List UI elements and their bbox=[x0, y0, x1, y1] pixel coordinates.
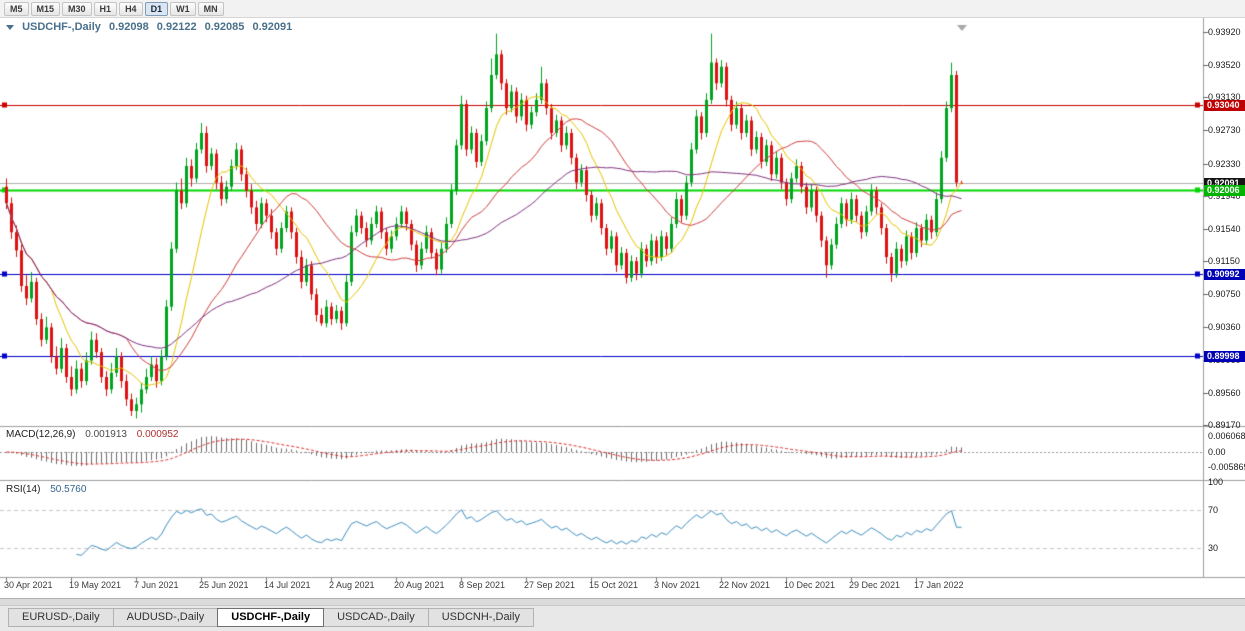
time-axis-label: 2 Aug 2021 bbox=[329, 580, 375, 590]
time-axis-label: 29 Dec 2021 bbox=[849, 580, 901, 590]
timeframe-button-m15[interactable]: M15 bbox=[30, 1, 61, 16]
time-axis-label: 19 May 2021 bbox=[69, 580, 122, 590]
time-axis-label: 30 Apr 2021 bbox=[4, 580, 53, 590]
symbol-dropdown-icon[interactable] bbox=[6, 25, 14, 30]
rsi-scale-label: 70 bbox=[1208, 505, 1219, 516]
price-scale-label: 0.91540 bbox=[1208, 223, 1241, 234]
rsi-label: RSI(14) bbox=[6, 484, 41, 495]
support-green-price-label: 0.92006 bbox=[1204, 185, 1245, 197]
time-axis-label: 22 Nov 2021 bbox=[719, 580, 771, 590]
symbol-timeframe-label: USDCHF-,Daily bbox=[22, 21, 101, 33]
timeframe-button-mn[interactable]: MN bbox=[197, 1, 224, 16]
candlestick-chart-canvas[interactable] bbox=[0, 18, 1245, 598]
chart-tab-usdcad-daily[interactable]: USDCAD-,Daily bbox=[323, 608, 429, 627]
rsi-scale-label: 30 bbox=[1208, 542, 1219, 553]
time-axis-label: 17 Jan 2022 bbox=[914, 580, 964, 590]
price-scale-label: 0.90750 bbox=[1208, 289, 1241, 300]
time-axis-label: 7 Jun 2021 bbox=[134, 580, 179, 590]
timeframe-button-m5[interactable]: M5 bbox=[4, 1, 29, 16]
macd-main-value: 0.001913 bbox=[85, 429, 127, 440]
ohlc-open-value: 0.92098 bbox=[108, 21, 149, 33]
time-axis-label: 3 Nov 2021 bbox=[654, 580, 701, 590]
timeframe-button-h4[interactable]: H4 bbox=[119, 1, 143, 16]
ohlc-low-value: 0.92085 bbox=[204, 21, 245, 33]
timeframe-toolbar: M5 M15 M30 H1 H4 D1 W1 MN bbox=[0, 0, 1245, 18]
macd-label: MACD(12,26,9) bbox=[6, 429, 76, 440]
rsi-value: 50.5760 bbox=[50, 484, 87, 495]
macd-scale-label: 0.00 bbox=[1208, 447, 1226, 457]
timeframe-button-m30[interactable]: M30 bbox=[62, 1, 92, 16]
price-scale-label: 0.89170 bbox=[1208, 420, 1241, 430]
price-scale-label: 0.89560 bbox=[1208, 387, 1241, 398]
chart-tab-bar: EURUSD-,Daily AUDUSD-,Daily USDCHF-,Daily U… bbox=[0, 598, 1245, 631]
macd-scale-label: 0.006068 bbox=[1208, 431, 1245, 442]
time-axis-label: 8 Sep 2021 bbox=[459, 580, 506, 590]
chart-tabs: EURUSD-,Daily AUDUSD-,Daily USDCHF-,Daily U… bbox=[8, 608, 534, 627]
resistance-line-price-label: 0.93040 bbox=[1204, 99, 1245, 111]
support-blue-upper-price-label: 0.90992 bbox=[1204, 269, 1245, 281]
time-axis-label: 14 Jul 2021 bbox=[264, 580, 311, 590]
timeframe-button-w1[interactable]: W1 bbox=[170, 1, 196, 16]
macd-signal-value: 0.000952 bbox=[136, 429, 179, 440]
time-axis-label: 25 Jun 2021 bbox=[199, 580, 249, 590]
current-price-price-label: 0.92091 bbox=[1204, 178, 1245, 190]
ohlc-close-value: 0.92091 bbox=[252, 21, 293, 33]
chart-window: USDCHF-,Daily 0.92098 0.92122 0.92085 0.… bbox=[0, 18, 1245, 598]
chart-tab-usdchf-daily[interactable]: USDCHF-,Daily bbox=[217, 608, 325, 627]
price-scale-label: 0.93920 bbox=[1208, 27, 1241, 37]
time-axis-label: 15 Oct 2021 bbox=[589, 580, 639, 590]
macd-scale-label: -0.005869 bbox=[1208, 462, 1245, 473]
time-axis-label: 27 Sep 2021 bbox=[524, 580, 576, 590]
rsi-scale-label: 100 bbox=[1208, 477, 1224, 487]
support-blue-lower-price-label: 0.89998 bbox=[1204, 351, 1245, 363]
ohlc-high-value: 0.92122 bbox=[156, 21, 197, 33]
chart-tab-eurusd-daily[interactable]: EURUSD-,Daily bbox=[8, 608, 114, 627]
price-scale-label: 0.92330 bbox=[1208, 158, 1241, 169]
macd-indicator-header: MACD(12,26,9) 0.001913 0.000952 bbox=[6, 429, 178, 440]
price-scale-label: 0.93520 bbox=[1208, 60, 1241, 71]
price-scale-label: 0.91150 bbox=[1208, 256, 1240, 267]
rsi-indicator-header: RSI(14) 50.5760 bbox=[6, 484, 86, 495]
chart-ohlc-header: USDCHF-,Daily 0.92098 0.92122 0.92085 0.… bbox=[6, 21, 297, 33]
chart-tab-usdcnh-daily[interactable]: USDCNH-,Daily bbox=[427, 608, 534, 627]
time-axis-label: 20 Aug 2021 bbox=[394, 580, 445, 590]
chart-tab-audusd-daily[interactable]: AUDUSD-,Daily bbox=[112, 608, 219, 627]
price-scale-label: 0.90360 bbox=[1208, 321, 1241, 332]
price-scale-label: 0.92730 bbox=[1208, 125, 1241, 136]
time-axis-label: 10 Dec 2021 bbox=[784, 580, 836, 590]
timeframe-button-d1[interactable]: D1 bbox=[144, 1, 169, 16]
timeframe-button-h1[interactable]: H1 bbox=[93, 1, 118, 16]
price-scale-label: 0.93130 bbox=[1208, 92, 1241, 103]
